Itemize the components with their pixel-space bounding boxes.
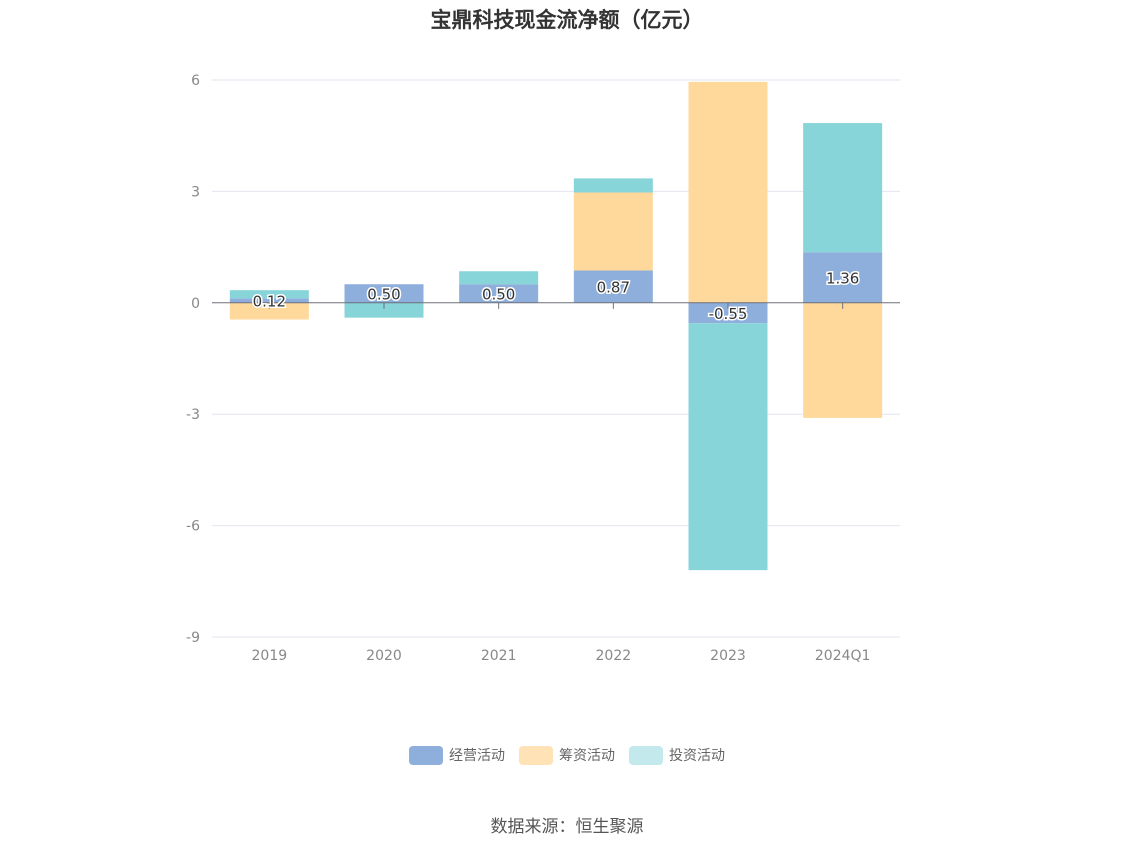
x-tick-label: 2021 bbox=[481, 648, 517, 664]
source-note: 数据来源：恒生聚源 bbox=[490, 817, 644, 837]
bar-operating bbox=[573, 270, 653, 303]
legend-label-investing: 投资活动 bbox=[669, 748, 725, 764]
x-tick-label: 2024Q1 bbox=[815, 648, 871, 664]
x-tick-label: 2022 bbox=[596, 648, 632, 664]
chart-legend: 经营活动 筹资活动 投资活动 bbox=[0, 745, 1134, 765]
legend-item-operating[interactable]: 经营活动 bbox=[409, 745, 505, 765]
bar-investing bbox=[573, 178, 653, 193]
bar-investing bbox=[229, 290, 309, 299]
legend-label-financing: 筹资活动 bbox=[559, 748, 615, 764]
bar-operating bbox=[344, 284, 424, 303]
x-tick-label: 2020 bbox=[366, 648, 402, 664]
x-tick-label: 2019 bbox=[252, 648, 288, 664]
bar-investing bbox=[459, 271, 539, 285]
y-tick-label: -6 bbox=[186, 519, 200, 535]
data-label: 1.36 bbox=[826, 270, 859, 288]
y-tick-label: -9 bbox=[186, 630, 200, 646]
bar-financing bbox=[573, 192, 653, 271]
y-tick-label: -3 bbox=[186, 407, 200, 423]
chart-title: 宝鼎科技现金流净额（亿元） bbox=[430, 8, 704, 32]
data-label: 0.50 bbox=[482, 286, 515, 304]
data-label: 0.12 bbox=[253, 293, 286, 311]
legend-swatch-financing bbox=[519, 745, 553, 765]
legend-item-financing[interactable]: 筹资活动 bbox=[519, 745, 615, 765]
bar-financing bbox=[803, 302, 883, 418]
legend-swatch-operating bbox=[409, 745, 443, 765]
data-label: 0.50 bbox=[367, 286, 400, 304]
bar-investing bbox=[344, 302, 424, 318]
y-tick-label: 3 bbox=[191, 184, 200, 200]
bar-financing bbox=[688, 81, 768, 303]
bar-operating bbox=[459, 284, 539, 303]
bar-operating bbox=[229, 298, 309, 303]
legend-label-operating: 经营活动 bbox=[449, 748, 505, 764]
bar-operating bbox=[688, 302, 768, 324]
bar-operating bbox=[803, 252, 883, 303]
y-tick-label: 6 bbox=[191, 73, 200, 89]
data-label: 0.87 bbox=[597, 279, 630, 297]
legend-swatch-investing bbox=[629, 745, 663, 765]
data-label: -0.55 bbox=[709, 305, 748, 323]
x-tick-label: 2023 bbox=[710, 648, 746, 664]
bar-financing bbox=[229, 302, 309, 320]
bar-investing bbox=[688, 323, 768, 571]
bar-investing bbox=[803, 123, 883, 253]
y-tick-label: 0 bbox=[191, 296, 200, 312]
legend-item-investing[interactable]: 投资活动 bbox=[629, 745, 725, 765]
